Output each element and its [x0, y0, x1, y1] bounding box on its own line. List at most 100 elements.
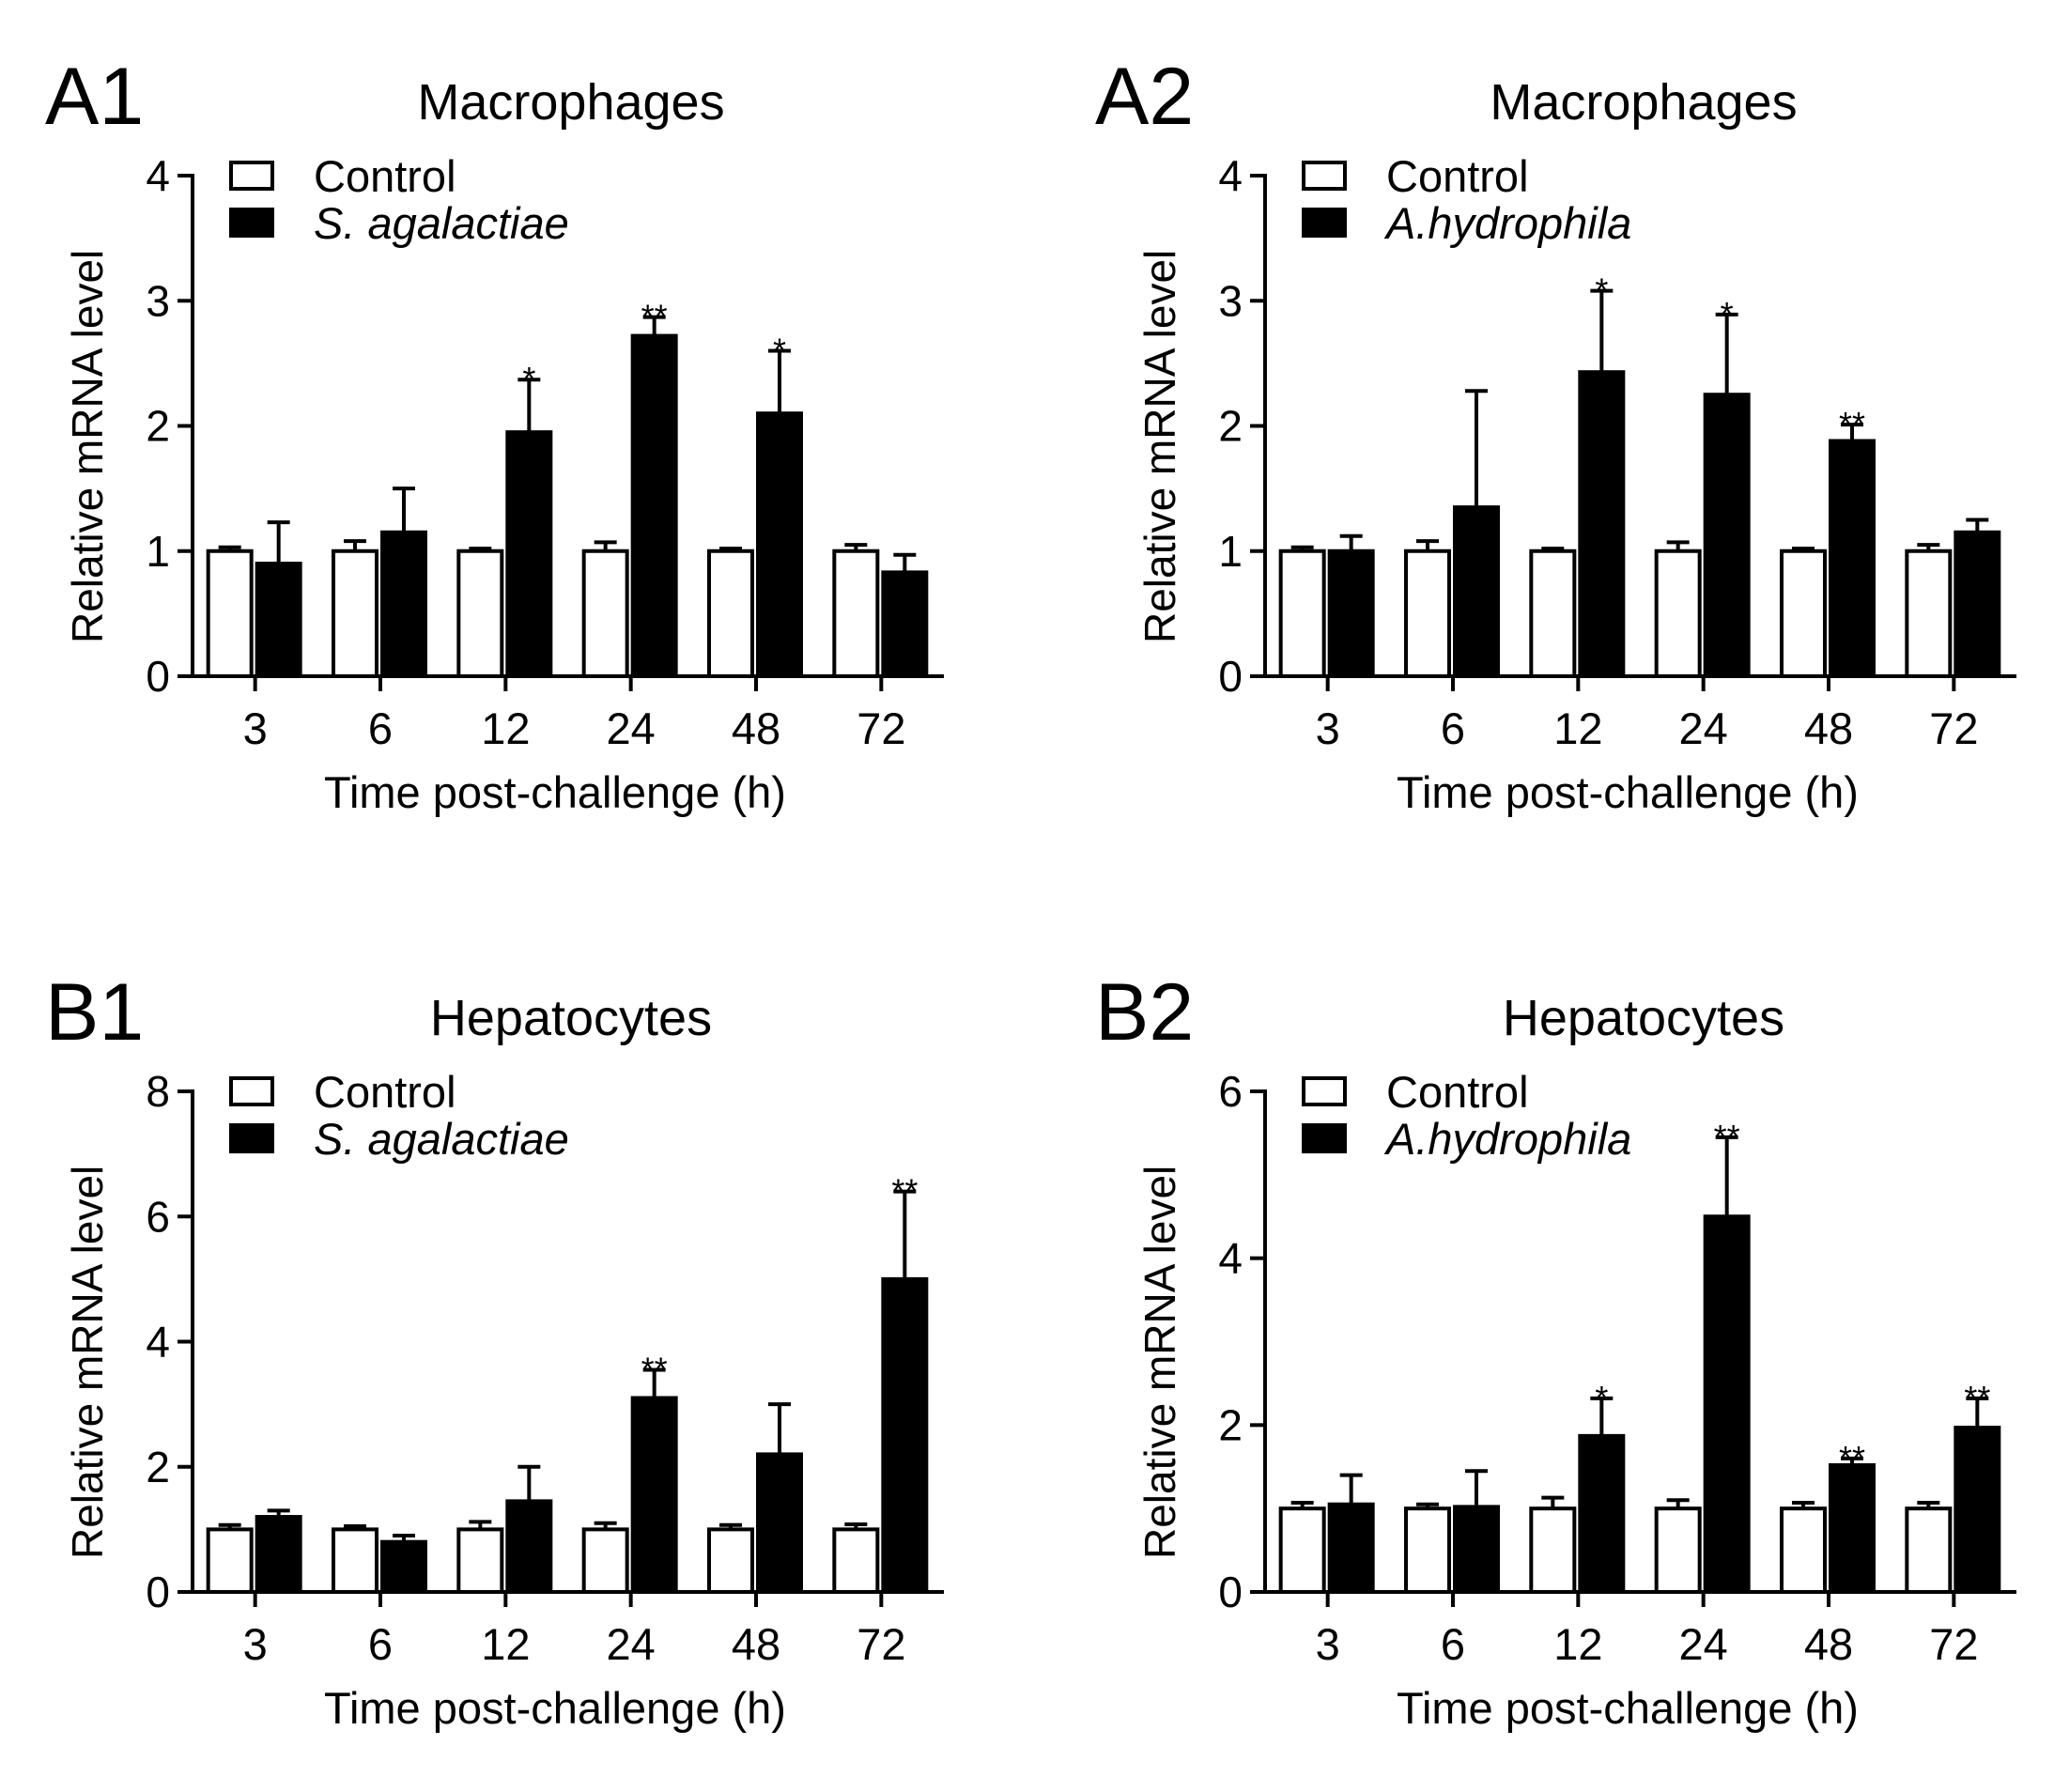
x-tick-label: 3 [243, 1619, 268, 1669]
bar-treatment [1703, 393, 1751, 678]
bar-treatment [1327, 1502, 1375, 1594]
bar-control [206, 548, 254, 678]
y-tick-label: 0 [146, 652, 170, 701]
panel-label: B2 [1095, 967, 1195, 1058]
bar-treatment [1578, 370, 1626, 678]
y-tick-label: 4 [146, 151, 170, 200]
bar-control [707, 548, 754, 678]
legend-label-control: Control [314, 150, 456, 201]
x-axis-label: Time post-challenge (h) [324, 1683, 786, 1733]
significance-label: * [1721, 295, 1734, 333]
legend-swatch-treatment [229, 1123, 274, 1153]
legend-label-treatment: S. agalactiae [314, 197, 569, 248]
significance-label: ** [1839, 405, 1865, 443]
legend-swatch-control [229, 1076, 274, 1106]
legend-label-control: Control [1386, 150, 1529, 201]
x-axis-label: Time post-challenge (h) [1397, 767, 1859, 817]
bar-treatment [255, 562, 302, 679]
chart-panel-b2: B2 Hepatocytes Control A.hydrophila Rela… [1073, 916, 2054, 1792]
bar-treatment [255, 1515, 302, 1594]
x-axis-label: Time post-challenge (h) [324, 767, 786, 817]
legend: Control S. agalactiae [229, 152, 569, 246]
chart-title: Macrophages [417, 74, 725, 131]
bar-control [1780, 548, 1827, 678]
x-tick-label: 12 [481, 1619, 530, 1669]
legend-swatch-treatment [229, 208, 274, 238]
legend: Control A.hydrophila [1302, 152, 1631, 246]
legend-item-treatment: A.hydrophila [1302, 199, 1631, 246]
significance-label: * [1595, 1379, 1608, 1417]
bar-control [1278, 1506, 1326, 1595]
legend-label-treatment: A.hydrophila [1386, 1113, 1632, 1164]
x-tick-label: 12 [1553, 1619, 1602, 1669]
legend-label-treatment: S. agalactiae [314, 1113, 569, 1164]
bar-control [1905, 548, 1953, 678]
significance-label: ** [641, 1350, 668, 1388]
significance-label: ** [891, 1172, 918, 1211]
legend-item-treatment: S. agalactiae [229, 199, 569, 246]
bar-control [1404, 548, 1451, 678]
x-tick-label: 24 [1679, 1619, 1728, 1669]
y-tick-label: 3 [146, 276, 170, 325]
y-tick-label: 4 [146, 1318, 170, 1367]
y-tick-label: 2 [1218, 1400, 1243, 1449]
bar-control [1529, 1506, 1577, 1595]
chart-title: Hepatocytes [1502, 990, 1785, 1046]
bar-treatment [380, 1539, 427, 1595]
legend-swatch-control [1302, 1076, 1347, 1106]
y-tick-label: 0 [1218, 652, 1243, 701]
bar-treatment [1954, 530, 2001, 679]
x-tick-label: 12 [1553, 703, 1602, 753]
x-tick-label: 6 [1441, 703, 1465, 753]
bar-treatment [380, 530, 427, 679]
legend-label-control: Control [1386, 1066, 1529, 1117]
y-tick-label: 0 [1218, 1568, 1243, 1616]
legend-swatch-treatment [1302, 1123, 1347, 1153]
legend: Control A.hydrophila [1302, 1068, 1631, 1162]
x-tick-label: 3 [243, 703, 268, 753]
legend-swatch-control [229, 161, 274, 191]
bar-control [1780, 1506, 1827, 1595]
y-tick-label: 0 [146, 1568, 170, 1616]
y-tick-label: 2 [1218, 402, 1243, 451]
x-tick-label: 6 [368, 703, 393, 753]
y-tick-label: 2 [146, 1443, 170, 1491]
legend-item-control: Control [229, 1068, 569, 1115]
y-tick-label: 1 [146, 527, 170, 576]
legend-item-control: Control [1302, 1068, 1631, 1115]
bar-control [581, 548, 629, 678]
legend-label-control: Control [314, 1066, 456, 1117]
chart-title: Macrophages [1490, 74, 1798, 131]
chart-panel-b1: B1 Hepatocytes Control S. agalactiae Rel… [0, 916, 1027, 1792]
x-tick-label: 72 [1929, 703, 1978, 753]
bar-treatment [1453, 1505, 1500, 1595]
x-tick-label: 48 [732, 703, 780, 753]
x-tick-label: 48 [732, 1619, 780, 1669]
y-tick-label: 8 [146, 1067, 170, 1116]
legend: Control S. agalactiae [229, 1068, 569, 1162]
bar-treatment [1578, 1433, 1626, 1594]
legend-swatch-control [1302, 161, 1347, 191]
bar-treatment [505, 430, 553, 678]
significance-label: ** [1714, 1118, 1740, 1156]
bar-treatment [630, 1396, 678, 1595]
bar-treatment [630, 333, 678, 678]
x-tick-label: 12 [481, 703, 530, 753]
x-tick-label: 48 [1804, 1619, 1853, 1669]
chart-panel-a1: A1 Macrophages Control S. agalactiae Rel… [0, 0, 1027, 876]
x-tick-label: 24 [607, 1619, 656, 1669]
bar-treatment [756, 411, 803, 678]
chart-panel-a2: A2 Macrophages Control A.hydrophila Rela… [1073, 0, 2054, 876]
bar-treatment [1954, 1425, 2001, 1595]
y-tick-label: 4 [1218, 1234, 1243, 1283]
bar-treatment [1703, 1214, 1751, 1594]
significance-label: ** [1839, 1439, 1865, 1477]
x-tick-label: 72 [857, 703, 905, 753]
legend-item-treatment: A.hydrophila [1302, 1115, 1631, 1162]
y-tick-label: 3 [1218, 276, 1243, 325]
panel-label: A2 [1095, 52, 1195, 142]
